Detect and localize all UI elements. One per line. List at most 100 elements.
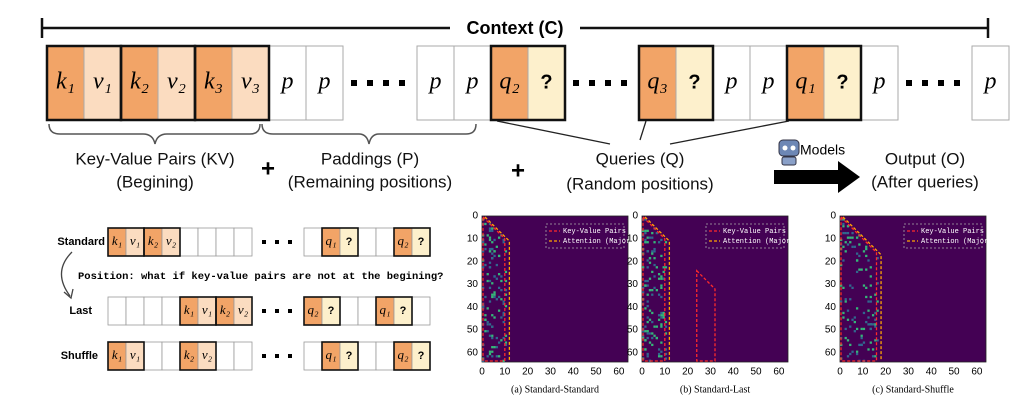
speckle [874, 339, 877, 342]
heatmap-caption: (c) Standard-Shuffle [872, 384, 954, 395]
token [860, 45, 899, 121]
speckle [500, 298, 503, 301]
speckle [646, 266, 649, 269]
x-tick-label: 20 [880, 367, 892, 378]
speckle [869, 266, 872, 269]
legend-box [705, 223, 785, 249]
pair-border [193, 44, 271, 122]
legend-box [545, 223, 625, 249]
cell-label: q₂ [397, 233, 409, 248]
speckle [484, 247, 487, 251]
speckle [844, 298, 847, 301]
speckle [855, 350, 859, 353]
speckle [500, 275, 503, 278]
speckle [497, 341, 501, 344]
speckle [488, 227, 492, 230]
speckle [504, 304, 508, 308]
speckle [484, 263, 487, 267]
ellipsis-dot [605, 80, 611, 86]
pair-border [143, 227, 181, 257]
speckle [491, 241, 494, 244]
speckle [486, 273, 489, 276]
pair-border [303, 296, 341, 326]
y-tick-label: 60 [467, 348, 479, 359]
brace [261, 123, 477, 145]
speckle [860, 268, 863, 271]
legend-label: Attention (Major) [921, 238, 992, 246]
pair-border [179, 341, 217, 371]
speckle [855, 236, 859, 239]
cell-label: v₂ [166, 233, 177, 248]
speckle [876, 309, 879, 312]
speckle [842, 286, 845, 289]
ellipsis-dot [906, 80, 912, 86]
speckle [644, 241, 647, 244]
token-label: v₃ [241, 69, 260, 95]
speckle [646, 300, 649, 303]
speckle [860, 327, 863, 331]
speckle [855, 270, 859, 274]
cell-label: v₁ [130, 233, 140, 248]
speckle [486, 234, 489, 237]
token [712, 45, 751, 121]
speckle [491, 247, 494, 251]
cell-label: ? [346, 350, 353, 362]
variant-name: Standard [57, 236, 105, 248]
speckle [842, 245, 845, 248]
context-label: Context (C) [467, 18, 564, 38]
speckle [842, 225, 845, 228]
plus: + [511, 157, 525, 184]
cell-label: v₂ [202, 347, 213, 362]
speckle [642, 266, 645, 269]
cell [375, 227, 395, 257]
speckle [846, 318, 850, 321]
speckle [493, 254, 496, 258]
speckle [502, 311, 505, 315]
y-tick-label: 50 [467, 325, 479, 336]
kv-region [696, 269, 716, 362]
cell-label: v₁ [130, 347, 140, 362]
speckle [662, 270, 665, 274]
token-label: q₂ [499, 69, 519, 95]
speckle [655, 336, 658, 340]
speckle [644, 307, 647, 310]
output-note: (After queries) [871, 172, 979, 191]
speckle [502, 320, 505, 324]
speckle [482, 266, 485, 269]
speckle [653, 286, 656, 289]
y-tick-label: 50 [825, 325, 837, 336]
pair-border [637, 44, 715, 122]
speckle [497, 286, 501, 289]
speckle [664, 266, 668, 269]
cell [179, 227, 199, 257]
attention-region [484, 216, 511, 360]
x-tick-label: 50 [591, 367, 603, 378]
speckle [651, 332, 654, 335]
speckle [855, 352, 859, 356]
cell [161, 296, 181, 326]
speckle [840, 300, 843, 303]
speckle [488, 222, 492, 226]
ellipsis-dot [262, 240, 266, 244]
cell-label: k₁ [112, 233, 122, 248]
ellipsis-dot [621, 80, 627, 86]
speckle [497, 254, 501, 258]
pair-border [393, 227, 431, 257]
speckle [491, 346, 494, 349]
speckle [491, 257, 494, 260]
speckle [488, 350, 492, 353]
speckle [486, 330, 489, 333]
cell [125, 296, 145, 326]
speckle [651, 250, 654, 253]
token [638, 45, 677, 121]
cell [161, 341, 181, 371]
speckle [488, 238, 492, 242]
speckle [651, 343, 654, 347]
y-tick-label: 30 [467, 279, 479, 290]
speckle [486, 355, 489, 358]
variant-name: Shuffle [61, 350, 98, 362]
variant-name: Last [69, 305, 92, 317]
speckle [660, 325, 663, 328]
speckle [491, 229, 494, 232]
